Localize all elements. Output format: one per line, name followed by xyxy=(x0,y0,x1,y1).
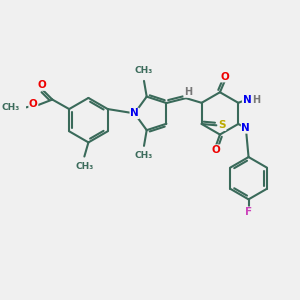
Text: CH₃: CH₃ xyxy=(75,162,94,171)
Text: H: H xyxy=(252,94,260,105)
Text: N: N xyxy=(130,108,139,118)
Text: N: N xyxy=(243,94,251,105)
Text: O: O xyxy=(29,99,38,109)
Text: H: H xyxy=(184,87,192,97)
Text: O: O xyxy=(212,145,220,155)
Text: O: O xyxy=(220,72,229,82)
Text: F: F xyxy=(245,207,252,217)
Text: CH₃: CH₃ xyxy=(1,103,19,112)
Text: O: O xyxy=(38,80,46,90)
Text: CH₃: CH₃ xyxy=(135,67,153,76)
Text: CH₃: CH₃ xyxy=(135,151,153,160)
Text: S: S xyxy=(218,120,226,130)
Text: N: N xyxy=(242,123,250,133)
